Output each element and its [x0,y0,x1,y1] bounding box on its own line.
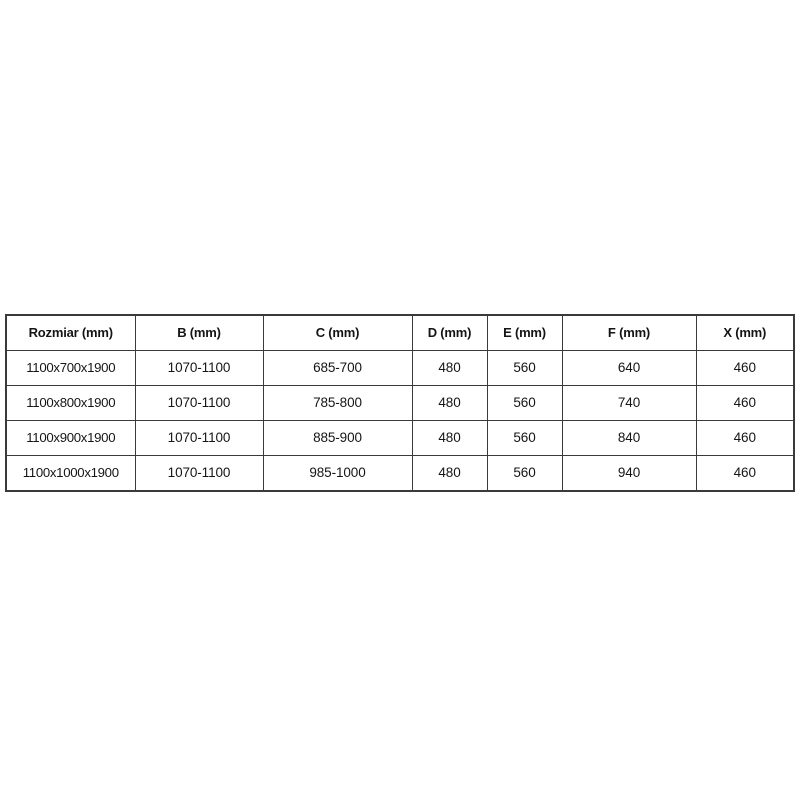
cell-d: 480 [411,385,488,421]
column-header-size: Rozmiar (mm) [5,314,136,351]
cell-b: 1070-1100 [134,350,264,386]
table-row: 1100x700x1900 1070-1100 685-700 480 560 … [5,350,795,386]
cell-c: 985-1000 [262,455,413,492]
cell-size: 1100x900x1900 [5,420,136,456]
cell-x: 460 [695,455,795,492]
column-header-d: D (mm) [411,314,488,351]
cell-c: 785-800 [262,385,413,421]
cell-e: 560 [486,420,563,456]
table-row: 1100x800x1900 1070-1100 785-800 480 560 … [5,385,795,421]
cell-e: 560 [486,455,563,492]
column-header-b: B (mm) [134,314,264,351]
table-row: 1100x1000x1900 1070-1100 985-1000 480 56… [5,455,795,492]
cell-e: 560 [486,385,563,421]
table-header-row: Rozmiar (mm) B (mm) C (mm) D (mm) E (mm)… [5,314,795,351]
cell-c: 685-700 [262,350,413,386]
cell-size: 1100x1000x1900 [5,455,136,492]
table-row: 1100x900x1900 1070-1100 885-900 480 560 … [5,420,795,456]
cell-b: 1070-1100 [134,455,264,492]
shower-enclosure-dimensions-table: Rozmiar (mm) B (mm) C (mm) D (mm) E (mm)… [5,314,795,492]
cell-x: 460 [695,420,795,456]
column-header-f: F (mm) [561,314,697,351]
cell-d: 480 [411,350,488,386]
cell-b: 1070-1100 [134,420,264,456]
cell-c: 885-900 [262,420,413,456]
cell-f: 640 [561,350,697,386]
cell-f: 740 [561,385,697,421]
cell-f: 840 [561,420,697,456]
cell-f: 940 [561,455,697,492]
cell-d: 480 [411,420,488,456]
cell-x: 460 [695,385,795,421]
cell-b: 1070-1100 [134,385,264,421]
cell-d: 480 [411,455,488,492]
column-header-x: X (mm) [695,314,795,351]
cell-size: 1100x800x1900 [5,385,136,421]
cell-e: 560 [486,350,563,386]
column-header-c: C (mm) [262,314,413,351]
cell-size: 1100x700x1900 [5,350,136,386]
column-header-e: E (mm) [486,314,563,351]
spec-table-container: Rozmiar (mm) B (mm) C (mm) D (mm) E (mm)… [5,314,795,492]
cell-x: 460 [695,350,795,386]
